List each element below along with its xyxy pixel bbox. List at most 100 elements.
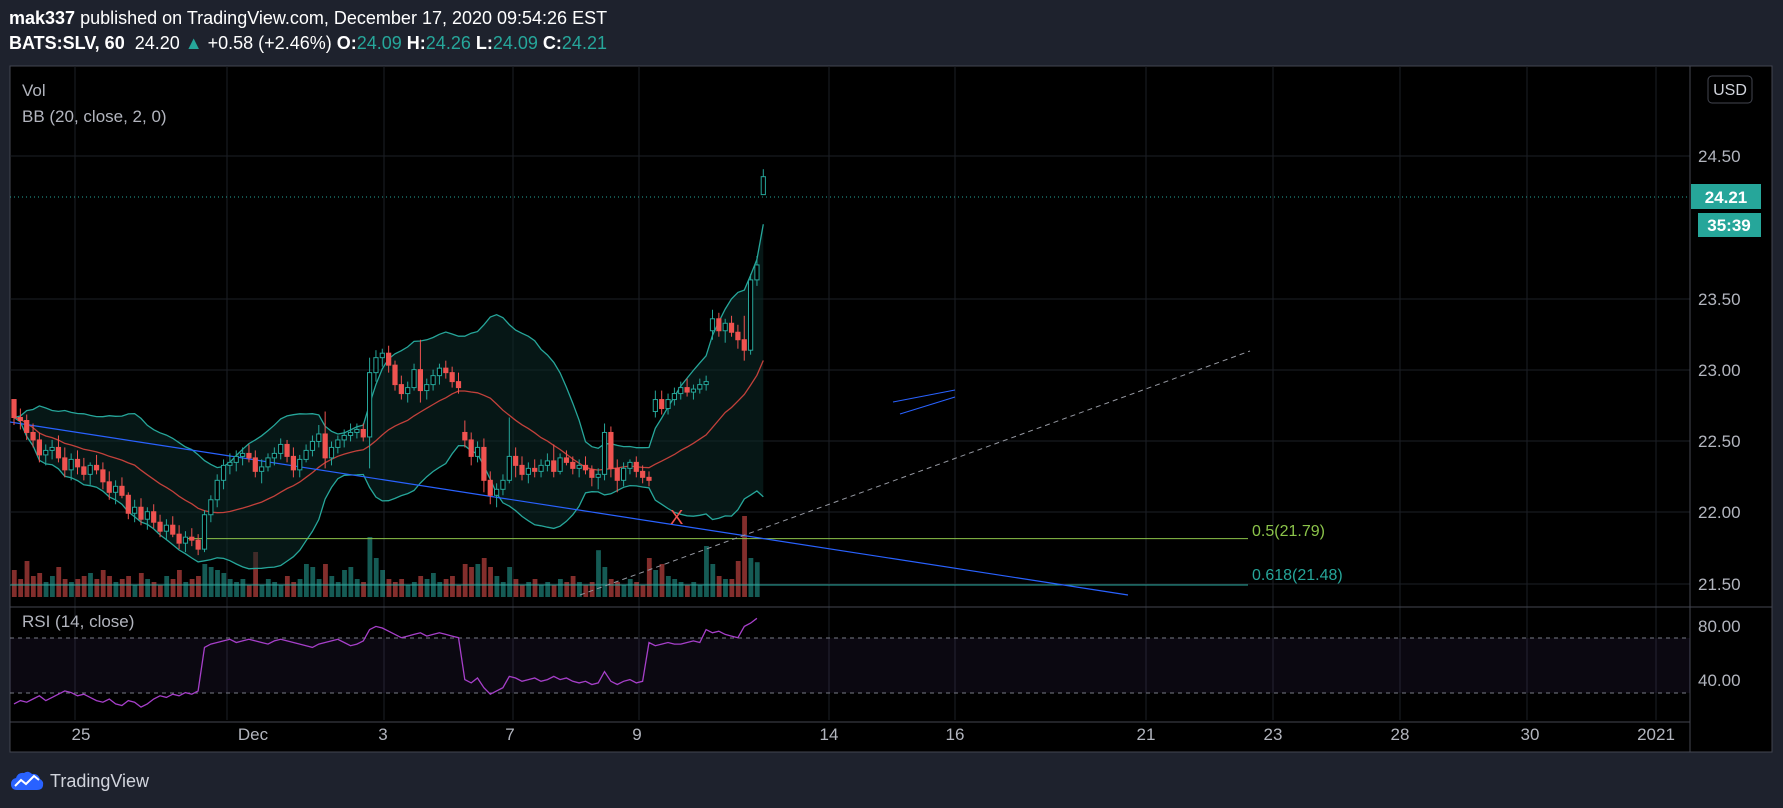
candle-body — [538, 464, 544, 472]
volume-bar — [754, 562, 760, 597]
candle-body — [544, 460, 550, 466]
candle-body — [563, 457, 570, 463]
volume-bar — [202, 564, 208, 597]
time-tick: 21 — [1137, 725, 1156, 744]
channel-upper[interactable] — [892, 389, 956, 403]
candle-body — [132, 506, 138, 514]
candle-body — [271, 452, 277, 459]
candle-body — [741, 339, 747, 351]
volume-bar — [691, 582, 697, 597]
volume-bar — [507, 567, 512, 597]
volume-bar — [126, 576, 131, 597]
volume-bar — [716, 576, 722, 597]
candle-body — [233, 455, 239, 463]
candle-body — [367, 372, 373, 438]
candle-body — [519, 464, 525, 475]
candle-body — [678, 387, 684, 395]
volume-bar — [107, 576, 112, 597]
volume-bar — [602, 567, 608, 597]
time-tick: Dec — [238, 725, 269, 744]
candle-body — [81, 466, 87, 475]
symbol-label: BATS:SLV, 60 — [9, 33, 125, 53]
candle-body — [43, 449, 49, 456]
x-mark-annotation[interactable]: X — [670, 507, 683, 529]
volume-bar — [367, 537, 373, 597]
candle-body — [297, 458, 303, 471]
candle-body — [284, 443, 290, 457]
candle-body — [322, 433, 328, 459]
volume-bar — [11, 570, 17, 597]
volume-bar — [513, 579, 519, 597]
tradingview-logo[interactable]: TradingView — [10, 770, 149, 792]
volume-bar — [265, 579, 271, 597]
candle-body — [468, 439, 474, 457]
time-tick: 28 — [1391, 725, 1410, 744]
volume-bars — [11, 516, 760, 597]
drawings[interactable] — [9, 350, 1251, 596]
volume-bar — [145, 579, 151, 597]
volume-bar — [564, 582, 570, 597]
candle-body — [601, 431, 608, 475]
descending-trendline[interactable] — [9, 421, 1129, 596]
currency-button[interactable]: USD — [1707, 75, 1753, 104]
candle-body — [208, 499, 214, 516]
candle-body — [494, 488, 500, 496]
publish-line: mak337 published on TradingView.com, Dec… — [9, 6, 607, 31]
candle-body — [627, 461, 633, 469]
last-price: 24.20 — [134, 33, 180, 53]
candle-body — [621, 467, 627, 481]
chart-header: mak337 published on TradingView.com, Dec… — [9, 6, 607, 56]
candle-body — [87, 464, 93, 475]
candle-body — [392, 364, 398, 386]
current-price-value: 24.21 — [1705, 188, 1748, 207]
volume-bar — [291, 582, 297, 597]
volume-bar — [621, 585, 627, 597]
candle-body — [309, 440, 316, 451]
volume-bar — [392, 582, 398, 597]
rsi-label[interactable]: RSI (14, close) — [22, 612, 134, 631]
volume-bar — [297, 579, 303, 597]
candle-body — [487, 479, 493, 496]
channel-lower[interactable] — [899, 396, 956, 415]
ascending-dashed-trendline[interactable] — [579, 350, 1251, 596]
candle-body — [316, 433, 322, 442]
volume-bar — [278, 585, 284, 597]
current-price-tag — [1691, 184, 1761, 209]
volume-bar — [316, 579, 322, 597]
volume-bar — [348, 567, 354, 597]
candle-body — [405, 387, 411, 395]
volume-bar — [62, 579, 68, 597]
candle-body — [278, 443, 284, 454]
volume-bar — [119, 579, 125, 597]
volume-bar — [246, 585, 252, 597]
candle-body — [106, 481, 112, 493]
bb-label[interactable]: BB (20, close, 2, 0) — [22, 107, 167, 126]
price-axis[interactable]: 24.50 23.50 23.00 22.50 22.00 21.50 — [1698, 147, 1741, 594]
volume-bar — [170, 579, 176, 597]
currency-label: USD — [1713, 82, 1747, 99]
candle-body — [24, 419, 30, 433]
rsi-axis[interactable]: 80.00 40.00 — [1698, 617, 1741, 690]
fib-0.5-label: 0.5(21.79) — [1252, 523, 1325, 540]
volume-bar — [710, 564, 716, 597]
candles — [11, 169, 766, 556]
volume-bar — [596, 550, 601, 597]
ohlc-line: BATS:SLV, 60 24.20 ▲ +0.58 (+2.46%) O:24… — [9, 31, 607, 56]
candle-body — [443, 367, 449, 374]
volume-bar — [627, 579, 633, 597]
vol-label[interactable]: Vol — [22, 81, 46, 100]
volume-bar — [157, 585, 163, 597]
candle-body — [265, 457, 271, 468]
volume-bar — [653, 570, 659, 597]
time-axis[interactable]: 25 Dec 3 7 9 14 16 21 23 28 30 2021 — [72, 725, 1675, 744]
candle-body — [570, 461, 576, 469]
candle-body — [252, 457, 258, 472]
candle-body — [659, 399, 665, 410]
volume-bar — [742, 516, 747, 597]
candle-body — [735, 331, 741, 341]
volume-bar — [323, 564, 328, 597]
author-name[interactable]: mak337 — [9, 8, 76, 28]
volume-bar — [678, 582, 684, 597]
open-value: 24.09 — [356, 33, 402, 53]
